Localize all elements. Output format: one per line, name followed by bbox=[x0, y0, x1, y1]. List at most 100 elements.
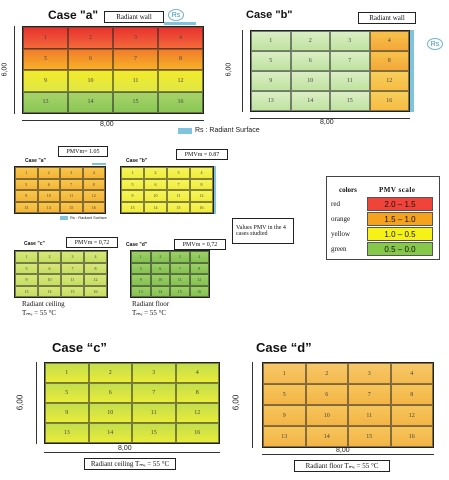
grid-cell: 5 bbox=[251, 51, 291, 71]
grid-cell: 7 bbox=[132, 383, 176, 403]
grid-cell: 5 bbox=[15, 262, 38, 274]
grid-cell: 13 bbox=[45, 423, 89, 443]
grid-cell: 1 bbox=[131, 251, 151, 263]
grid-cell: 14 bbox=[150, 285, 170, 297]
grid-cell: 9 bbox=[23, 70, 68, 92]
case-d-title: Case “d” bbox=[256, 340, 312, 355]
grid-cell: 3 bbox=[170, 251, 190, 263]
grid-cell: 9 bbox=[131, 274, 151, 286]
grid-cell: 4 bbox=[84, 251, 107, 263]
grid-cell: 12 bbox=[158, 70, 203, 92]
case-d-height-line bbox=[252, 362, 253, 448]
pmv-b-label: PMVm = 0.87 bbox=[176, 149, 228, 160]
rs-caption: Rs : Radiant Surface bbox=[195, 127, 260, 134]
grid-cell: 10 bbox=[290, 71, 330, 91]
grid-cell: 16 bbox=[84, 285, 107, 297]
grid-cell: 15 bbox=[170, 285, 190, 297]
grid-cell: 16 bbox=[190, 201, 213, 213]
mini-rs-swatch bbox=[60, 216, 68, 220]
grid-cell: 12 bbox=[175, 403, 219, 423]
case-b-wall-label: Radiant wall bbox=[358, 12, 416, 24]
grid-cell: 11 bbox=[132, 403, 176, 423]
grid-cell: 13 bbox=[131, 285, 151, 297]
case-b-height-dim: 6,00 bbox=[225, 62, 233, 77]
grid-cell: 2 bbox=[68, 27, 113, 49]
grid-cell: 15 bbox=[113, 91, 158, 113]
case-a-width-dim: 8,00 bbox=[100, 121, 114, 128]
pmv-a-label: PMVm= 1.05 bbox=[58, 146, 108, 157]
mini-case-d-grid: 1 2 3 4 5 6 7 8 9 10 11 12 13 14 15 16 bbox=[130, 250, 210, 298]
grid-cell: 5 bbox=[45, 383, 89, 403]
mini-case-a-title: Case "a" bbox=[25, 158, 46, 164]
grid-cell: 8 bbox=[190, 178, 213, 190]
radiant-floor-temp: Tₘₑ = 55 °C bbox=[132, 308, 167, 317]
grid-cell: 2 bbox=[38, 251, 61, 263]
grid-cell: 8 bbox=[158, 48, 203, 70]
radiant-ceiling-label: Radiant ceiling bbox=[22, 300, 65, 308]
grid-cell: 3 bbox=[113, 27, 158, 49]
grid-cell: 7 bbox=[60, 178, 83, 190]
grid-cell: 10 bbox=[38, 274, 61, 286]
case-b-radiant-strip bbox=[410, 30, 414, 112]
case-b-rs-tag: Rs bbox=[427, 38, 443, 50]
grid-cell: 15 bbox=[330, 91, 370, 111]
case-b-title: Case "b" bbox=[246, 9, 293, 21]
grid-cell: 13 bbox=[251, 91, 291, 111]
grid-cell: 1 bbox=[15, 251, 38, 263]
grid-cell: 11 bbox=[170, 274, 190, 286]
case-b-height-line bbox=[242, 30, 243, 112]
grid-cell: 13 bbox=[121, 201, 144, 213]
grid-cell: 5 bbox=[15, 178, 38, 190]
case-b-width-dim: 8,00 bbox=[320, 119, 334, 126]
case-c-height-line bbox=[36, 362, 37, 444]
grid-cell: 12 bbox=[369, 71, 409, 91]
legend-range: 2.0 – 1.5 bbox=[367, 197, 433, 211]
grid-cell: 14 bbox=[290, 91, 330, 111]
grid-cell: 6 bbox=[37, 178, 60, 190]
grid-cell: 16 bbox=[390, 426, 433, 447]
grid-cell: 15 bbox=[60, 201, 83, 213]
case-b-width-line bbox=[250, 118, 410, 119]
grid-cell: 15 bbox=[61, 285, 84, 297]
grid-cell: 8 bbox=[369, 51, 409, 71]
grid-cell: 9 bbox=[15, 190, 38, 202]
grid-cell: 6 bbox=[88, 383, 132, 403]
case-c-width-dim: 8,00 bbox=[118, 445, 132, 452]
grid-cell: 8 bbox=[189, 262, 209, 274]
case-c-height-dim: 6,00 bbox=[15, 394, 25, 411]
grid-cell: 3 bbox=[330, 31, 370, 51]
grid-cell: 16 bbox=[82, 201, 105, 213]
grid-cell: 10 bbox=[88, 403, 132, 423]
values-note-line-1: Values PMV in the 4 bbox=[236, 225, 286, 231]
grid-cell: 5 bbox=[131, 262, 151, 274]
pmv-c-label: PMVm = 0,72 bbox=[66, 237, 118, 248]
case-a-rs-tag: Rs bbox=[168, 9, 184, 21]
mini-case-b-strip bbox=[214, 166, 216, 214]
case-d-grid: 1 2 3 4 5 6 7 8 9 10 11 12 13 14 15 16 bbox=[262, 362, 434, 448]
grid-cell: 14 bbox=[88, 423, 132, 443]
grid-cell: 1 bbox=[15, 167, 38, 179]
grid-cell: 11 bbox=[167, 190, 190, 202]
grid-cell: 14 bbox=[37, 201, 60, 213]
case-a-wall-label: Radiant wall bbox=[104, 11, 164, 23]
case-d-width-line bbox=[262, 454, 434, 455]
grid-cell: 6 bbox=[305, 384, 348, 405]
grid-cell: 2 bbox=[144, 167, 167, 179]
case-a-width-line bbox=[22, 120, 204, 121]
grid-cell: 9 bbox=[263, 405, 306, 426]
grid-cell: 12 bbox=[390, 405, 433, 426]
grid-cell: 10 bbox=[150, 274, 170, 286]
grid-cell: 15 bbox=[348, 426, 391, 447]
grid-cell: 1 bbox=[23, 27, 68, 49]
grid-cell: 9 bbox=[15, 274, 38, 286]
case-a-height-dim: 6,00 bbox=[1, 62, 9, 77]
case-b-grid: 1 2 3 4 5 6 7 8 9 10 11 12 13 14 15 16 bbox=[250, 30, 410, 112]
mini-case-c-title: Case "c" bbox=[24, 241, 45, 247]
grid-cell: 6 bbox=[144, 178, 167, 190]
grid-cell: 8 bbox=[390, 384, 433, 405]
grid-cell: 6 bbox=[290, 51, 330, 71]
case-a-height-line bbox=[14, 26, 15, 114]
grid-cell: 5 bbox=[121, 178, 144, 190]
grid-cell: 10 bbox=[68, 70, 113, 92]
grid-cell: 9 bbox=[45, 403, 89, 423]
